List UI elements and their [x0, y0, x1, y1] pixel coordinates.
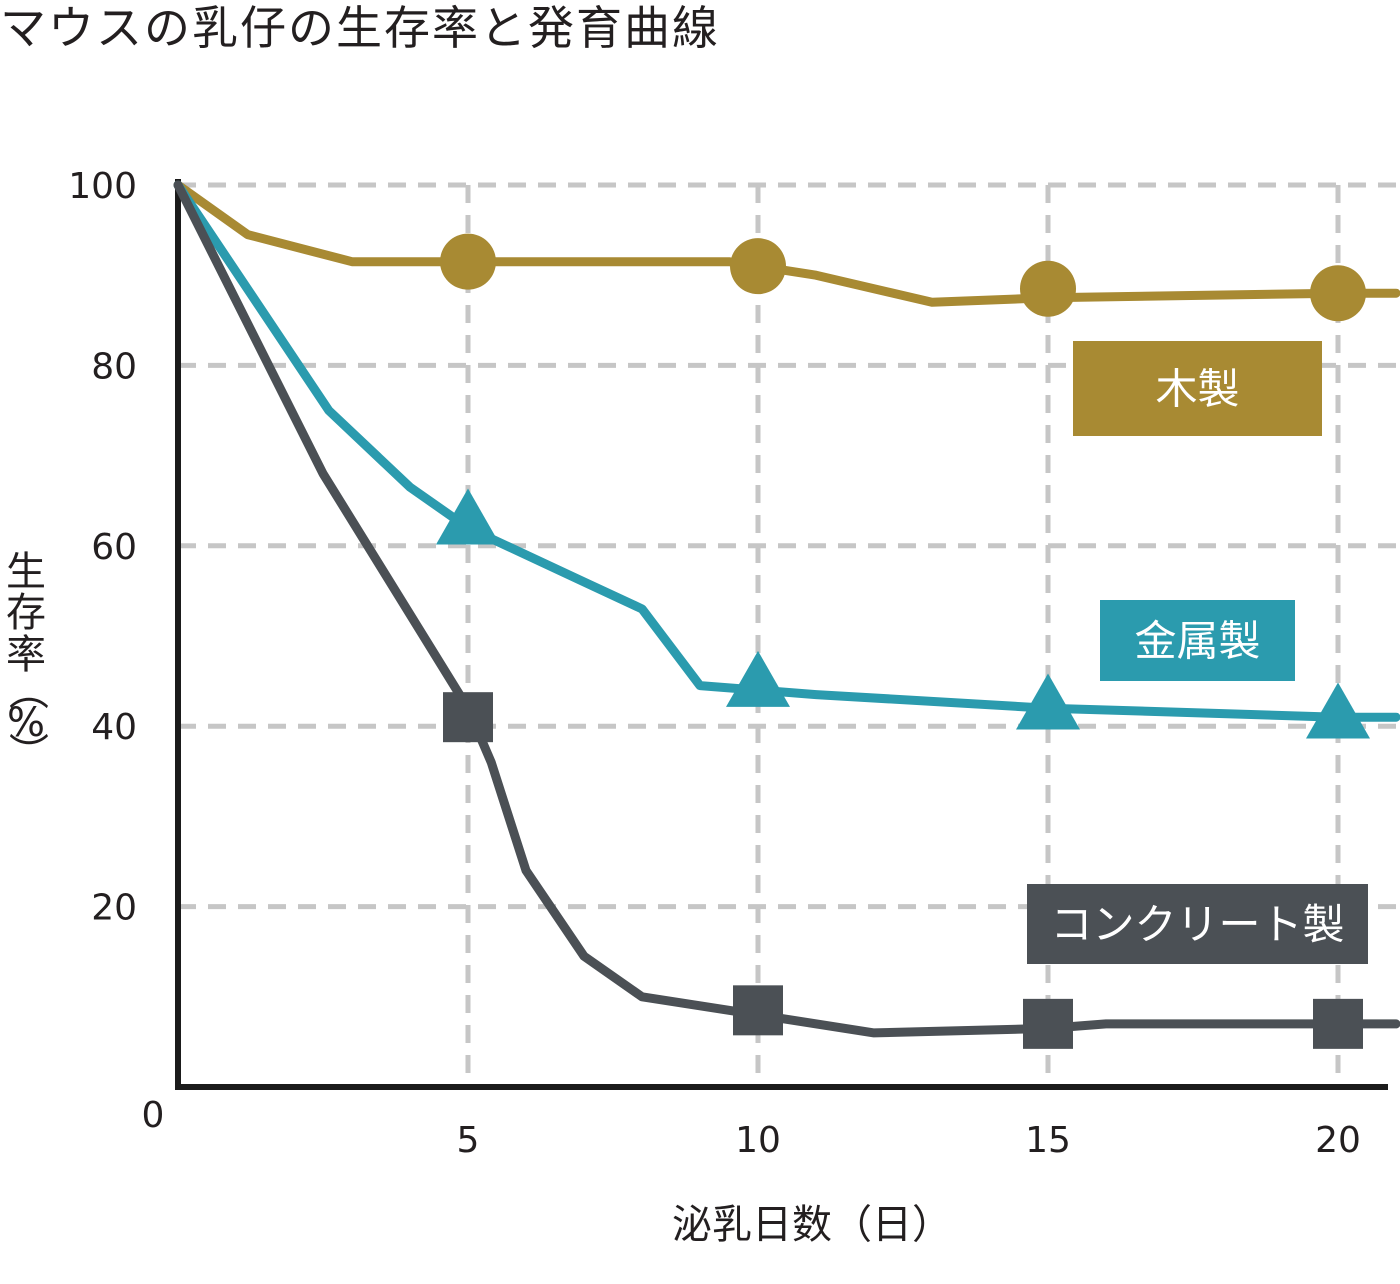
chart-title: マウスの乳仔の生存率と発育曲線: [0, 1, 720, 55]
legend-label-1: 木製: [1073, 341, 1322, 436]
marker-circle-2: [730, 238, 786, 295]
legend-text: 金属製: [1134, 617, 1260, 666]
marker-square-1: [443, 692, 493, 743]
marker-square-2: [733, 985, 783, 1036]
legend-label-3: コンクリート製: [1027, 884, 1368, 964]
marker-square-3: [1023, 998, 1073, 1049]
axis-layer: [175, 179, 1388, 1090]
marker-triangle-4: [1306, 682, 1370, 739]
y-tick-label-40: 40: [91, 707, 137, 748]
marker-triangle-3: [1016, 673, 1080, 730]
legend-box: [1100, 600, 1295, 681]
marker-circle-3: [1020, 260, 1076, 317]
y-axis-label: 生存率（%）: [4, 549, 50, 772]
y-axis-label-char: 存: [6, 590, 46, 636]
x-tick-label-20: 20: [1315, 1120, 1361, 1161]
x-axis-label: 泌乳日数（日）: [672, 1202, 952, 1248]
x-tick-label-10: 10: [735, 1120, 781, 1161]
tick-layer: 20 40 60 80 100 0 5 10 15 20: [68, 166, 1361, 1161]
marker-circle-4: [1310, 265, 1366, 322]
y-axis-label-char: ）: [4, 732, 50, 772]
legend-text: コンクリート製: [1050, 900, 1344, 949]
y-axis-label-char: 率: [6, 632, 46, 678]
marker-triangle-2: [726, 650, 790, 707]
marker-triangle-1: [436, 488, 500, 545]
y-tick-label-80: 80: [91, 346, 137, 387]
series-1: [173, 180, 1400, 322]
legend-box: [1073, 341, 1322, 436]
y-tick-label-60: 60: [91, 527, 137, 568]
y-axis-label-char: 生: [6, 549, 46, 595]
series-line-1: [173, 180, 1400, 307]
x-tick-label-15: 15: [1025, 1120, 1071, 1161]
series-3: [173, 180, 1400, 1049]
legend-text: 木製: [1155, 365, 1239, 414]
y-tick-label-20: 20: [91, 888, 137, 929]
y-tick-label-100: 100: [68, 166, 137, 207]
series-layer: [173, 180, 1400, 1049]
legend-label-2: 金属製: [1100, 600, 1295, 681]
series-2: [173, 180, 1400, 739]
marker-square-4: [1313, 998, 1363, 1049]
y-axis-label-char: %: [7, 700, 45, 746]
legend-box: [1027, 884, 1368, 964]
marker-circle-1: [440, 233, 496, 290]
series-line-2: [173, 180, 1400, 722]
origin-tick-label: 0: [142, 1095, 165, 1136]
y-axis-label-char: （: [4, 670, 50, 710]
x-tick-label-5: 5: [457, 1120, 480, 1161]
